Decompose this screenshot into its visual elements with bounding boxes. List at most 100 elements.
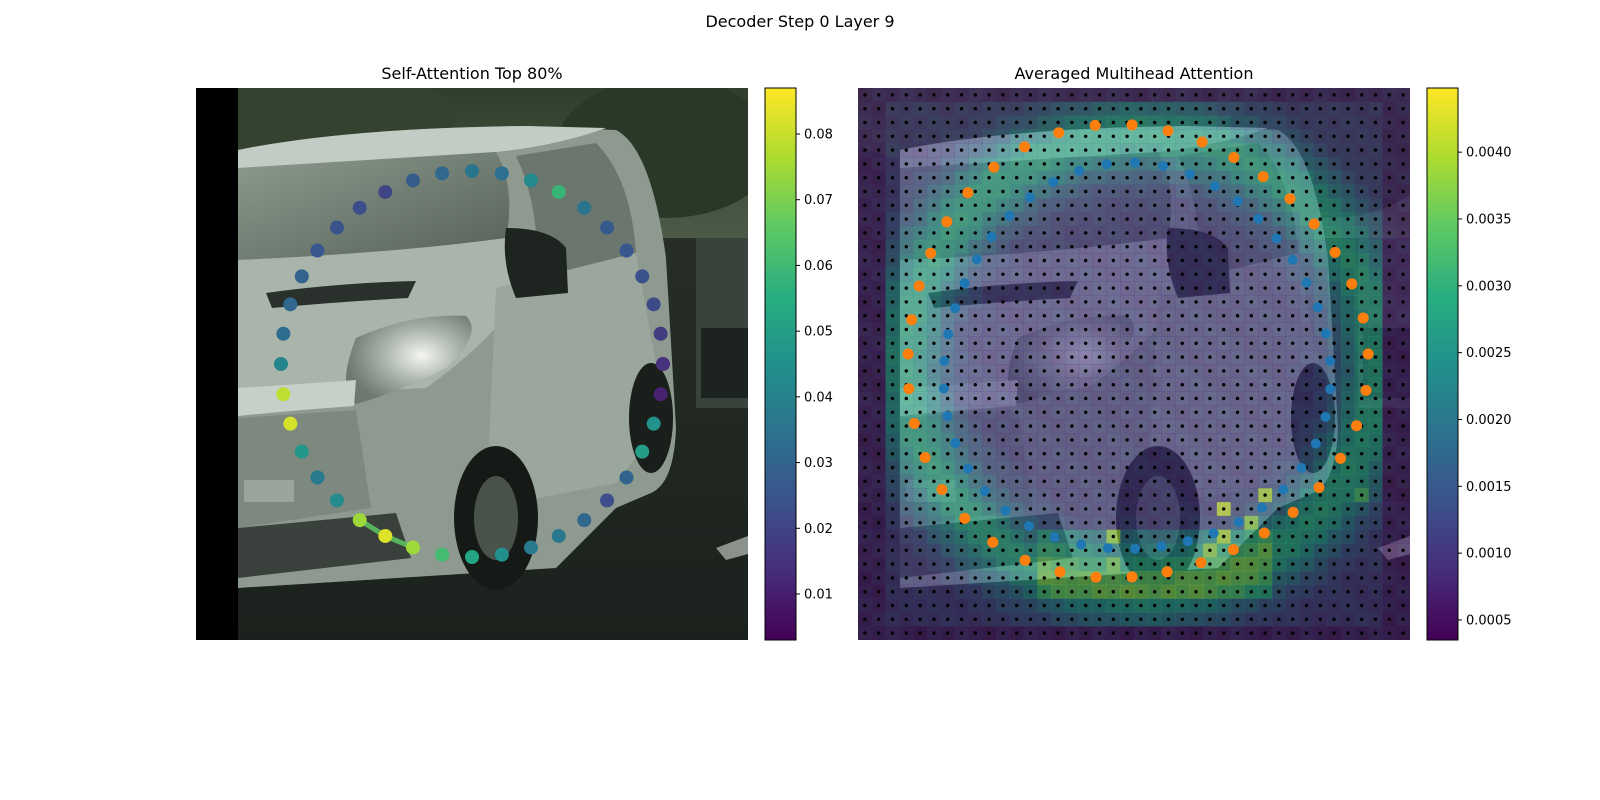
grid-dot bbox=[1291, 396, 1295, 401]
grid-dot bbox=[946, 107, 950, 111]
left-colorbar-tick-label: 0.06 bbox=[804, 259, 833, 274]
right-blue-series bbox=[938, 157, 1336, 554]
grid-dot bbox=[1222, 314, 1226, 318]
grid-dot bbox=[904, 286, 908, 290]
grid-dot bbox=[877, 438, 881, 442]
grid-dot bbox=[1097, 314, 1102, 318]
grid-dot bbox=[1001, 383, 1005, 387]
grid-dot bbox=[1291, 120, 1295, 125]
grid-dot bbox=[1056, 300, 1060, 304]
grid-dot bbox=[1194, 424, 1198, 428]
grid-dot bbox=[1401, 631, 1405, 635]
grid-dot bbox=[1318, 507, 1323, 511]
grid-dot bbox=[863, 300, 867, 304]
grid-dot bbox=[1332, 217, 1336, 221]
grid-dot bbox=[918, 576, 922, 580]
grid-dot bbox=[1263, 631, 1267, 635]
grid-dot bbox=[987, 603, 991, 608]
grid-dot bbox=[1180, 452, 1185, 456]
grid-dot bbox=[1387, 465, 1392, 470]
grid-dot bbox=[973, 507, 977, 511]
grid-dot bbox=[973, 424, 977, 428]
grid-dot bbox=[1304, 120, 1309, 125]
grid-dot bbox=[1125, 493, 1129, 497]
grid-dot bbox=[1387, 590, 1392, 594]
grid-dot bbox=[1139, 120, 1143, 125]
grid-dot bbox=[1263, 355, 1267, 359]
grid-dot bbox=[946, 272, 950, 276]
left-attention-points bbox=[274, 164, 670, 564]
grid-dot bbox=[877, 396, 881, 401]
grid-dot bbox=[1208, 258, 1212, 263]
grid-dot bbox=[946, 341, 950, 345]
grid-dot bbox=[987, 189, 991, 194]
orange-point bbox=[1284, 193, 1296, 205]
orange-point bbox=[1053, 127, 1065, 139]
grid-dot bbox=[1360, 452, 1364, 456]
grid-dot bbox=[1001, 617, 1005, 621]
attention-point bbox=[310, 243, 325, 258]
grid-dot bbox=[1304, 162, 1309, 166]
grid-dot bbox=[1001, 189, 1005, 194]
grid-dot bbox=[1015, 148, 1019, 152]
grid-dot bbox=[1208, 355, 1212, 359]
grid-dot bbox=[1263, 562, 1267, 566]
grid-dot bbox=[1042, 120, 1047, 125]
grid-dot bbox=[959, 576, 964, 580]
grid-dot bbox=[1111, 107, 1116, 111]
grid-dot bbox=[1153, 438, 1157, 442]
grid-dot bbox=[1360, 120, 1364, 125]
grid-dot bbox=[1153, 189, 1157, 194]
grid-dot bbox=[1028, 631, 1033, 635]
grid-dot bbox=[863, 396, 867, 401]
grid-dot bbox=[1097, 258, 1102, 263]
grid-dot bbox=[890, 617, 895, 621]
grid-dot bbox=[1401, 203, 1405, 207]
grid-dot bbox=[1235, 493, 1240, 497]
grid-dot bbox=[877, 327, 881, 332]
grid-dot bbox=[987, 631, 991, 635]
grid-dot bbox=[987, 424, 991, 428]
grid-dot bbox=[1318, 341, 1323, 345]
grid-dot bbox=[1042, 383, 1047, 387]
grid-dot bbox=[1332, 479, 1336, 483]
grid-dot bbox=[1346, 521, 1350, 525]
grid-dot bbox=[1153, 300, 1157, 304]
grid-dot bbox=[1373, 258, 1378, 263]
grid-dot bbox=[1360, 176, 1364, 180]
grid-dot bbox=[1277, 355, 1281, 359]
grid-dot bbox=[946, 548, 950, 552]
grid-dot bbox=[1015, 410, 1019, 414]
grid-dot bbox=[1180, 245, 1185, 249]
grid-dot bbox=[1194, 631, 1198, 635]
grid-dot bbox=[959, 562, 964, 566]
grid-dot bbox=[1056, 603, 1060, 608]
grid-dot bbox=[1180, 176, 1185, 180]
grid-dot bbox=[1373, 383, 1378, 387]
grid-dot bbox=[959, 107, 964, 111]
grid-dot bbox=[1208, 438, 1212, 442]
grid-dot bbox=[1291, 327, 1295, 332]
grid-dot bbox=[1028, 203, 1033, 207]
grid-dot bbox=[1028, 120, 1033, 125]
grid-dot bbox=[1304, 396, 1309, 401]
grid-dot bbox=[1139, 327, 1143, 332]
grid-dot bbox=[1387, 327, 1392, 332]
grid-dot bbox=[890, 245, 895, 249]
grid-dot bbox=[1373, 134, 1378, 138]
grid-dot bbox=[1015, 562, 1019, 566]
grid-dot bbox=[1360, 245, 1364, 249]
grid-dot bbox=[1235, 603, 1240, 608]
grid-dot bbox=[1304, 479, 1309, 483]
grid-dot bbox=[1277, 603, 1281, 608]
grid-dot bbox=[1084, 631, 1088, 635]
grid-dot bbox=[1222, 479, 1226, 483]
grid-dot bbox=[1097, 493, 1102, 497]
grid-dot bbox=[932, 424, 936, 428]
grid-dot bbox=[1153, 203, 1157, 207]
grid-dot bbox=[1015, 355, 1019, 359]
grid-dot bbox=[1304, 438, 1309, 442]
grid-dot bbox=[932, 258, 936, 263]
grid-dot bbox=[1028, 548, 1033, 552]
grid-dot bbox=[877, 507, 881, 511]
